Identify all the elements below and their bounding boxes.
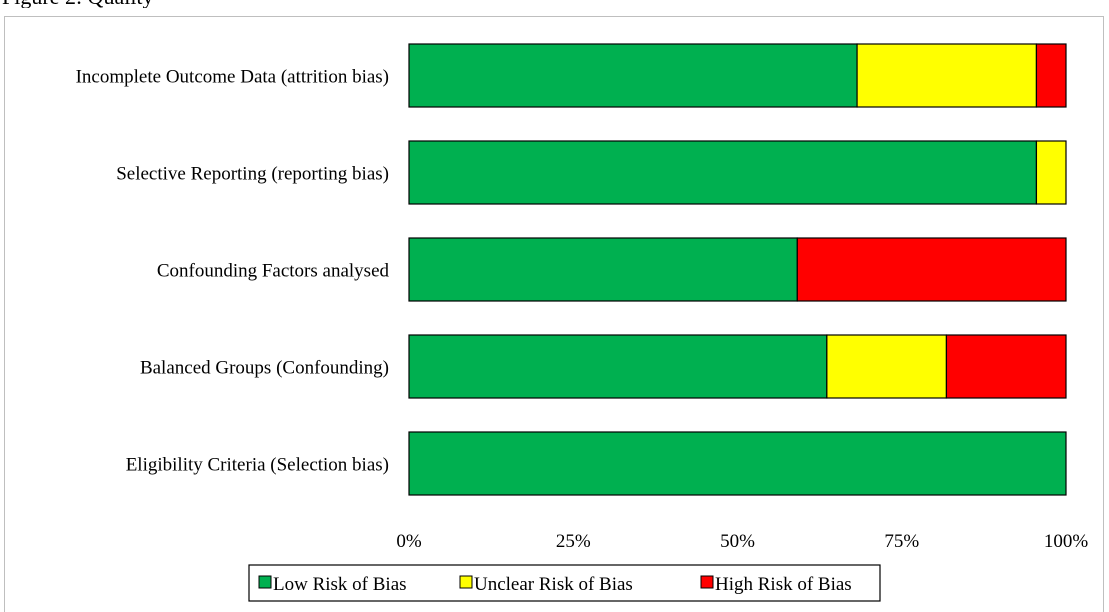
legend-label-2: Unclear Risk of Bias xyxy=(474,574,633,595)
category-label: Confounding Factors analysed xyxy=(157,261,390,282)
bar-segment-1-series-2 xyxy=(856,43,1038,108)
legend-swatch-1 xyxy=(258,575,272,589)
bar-segment-4-series-2 xyxy=(826,334,948,399)
legend-label-1: Low Risk of Bias xyxy=(273,574,407,595)
category-labels: Incomplete Outcome Data (attrition bias)… xyxy=(76,67,390,476)
legend-label-3: High Risk of Bias xyxy=(715,574,852,595)
bars-group xyxy=(408,43,1067,496)
x-tick-label: 50% xyxy=(720,531,755,552)
bar-segment-2-series-2 xyxy=(1035,140,1067,205)
legend-swatch-3 xyxy=(700,575,714,589)
bar-segment-4-series-3 xyxy=(945,334,1067,399)
x-tick-label: 75% xyxy=(884,531,919,552)
chart-frame xyxy=(4,16,1104,612)
x-tick-labels: 0% 25% 50% 75% 100% xyxy=(396,531,1088,552)
x-tick-label: 25% xyxy=(556,531,591,552)
x-tick-label: 100% xyxy=(1044,531,1089,552)
bar-segment-3-series-1 xyxy=(408,237,798,302)
legend-box xyxy=(248,564,881,602)
x-tick-label: 0% xyxy=(396,531,422,552)
figure-caption-strip: Figure 2: Quality xyxy=(0,0,1109,8)
bar-segment-3-series-3 xyxy=(796,237,1067,302)
bar-segment-1-series-1 xyxy=(408,43,858,108)
bar-segment-4-series-1 xyxy=(408,334,828,399)
bar-segment-5-series-1 xyxy=(408,431,1067,496)
figure-caption: Figure 2: Quality xyxy=(2,0,154,8)
category-label: Incomplete Outcome Data (attrition bias) xyxy=(76,67,389,88)
bar-segment-2-series-1 xyxy=(408,140,1038,205)
legend: Low Risk of Bias Unclear Risk of Bias High… xyxy=(248,564,881,602)
bar-segment-1-series-3 xyxy=(1035,43,1067,108)
category-label: Eligibility Criteria (Selection bias) xyxy=(126,455,389,476)
legend-swatch-2 xyxy=(459,575,473,589)
category-label: Balanced Groups (Confounding) xyxy=(140,358,389,379)
category-label: Selective Reporting (reporting bias) xyxy=(116,164,389,185)
